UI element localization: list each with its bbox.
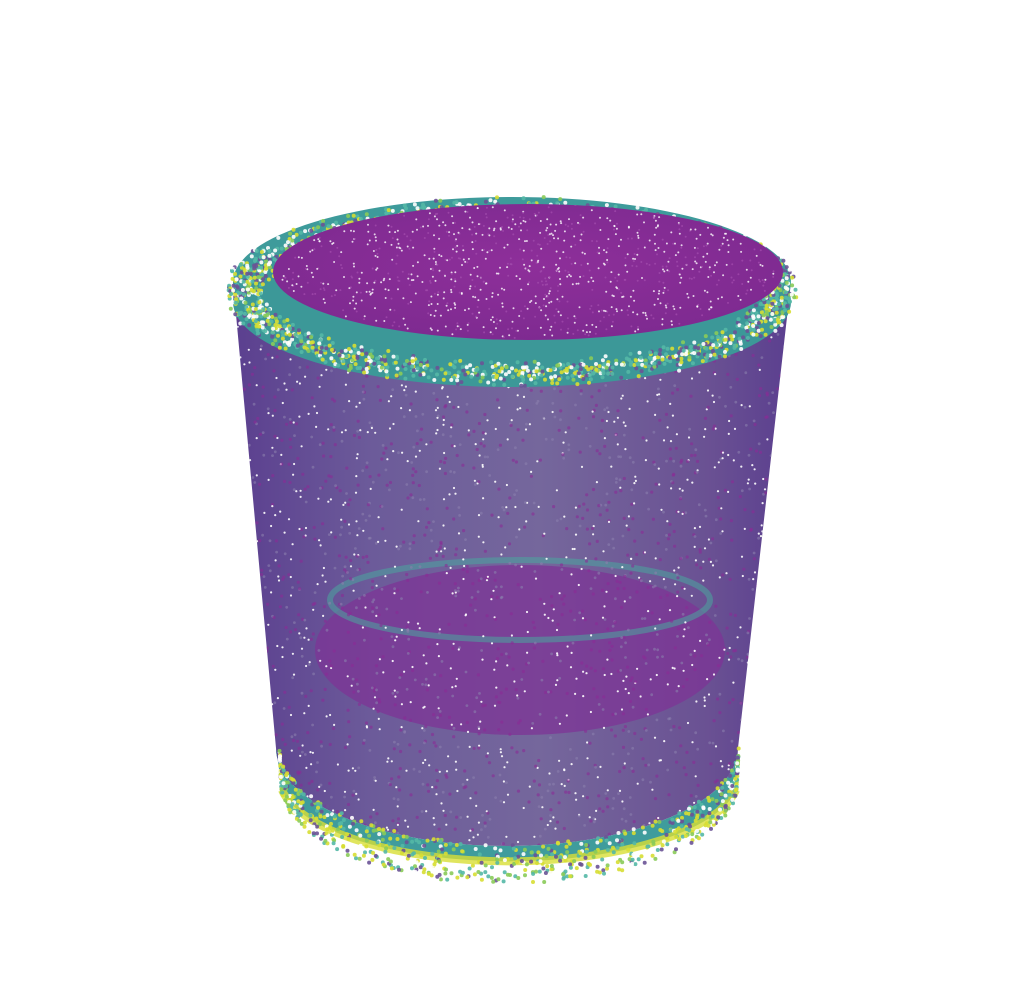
top-rim — [226, 195, 799, 388]
inner-bottom-disk — [315, 565, 725, 735]
inner-core-speckle — [281, 206, 775, 339]
bottom-ring — [276, 746, 741, 884]
bottom-ring-speckle — [277, 746, 741, 884]
inner-core-top — [273, 204, 783, 340]
